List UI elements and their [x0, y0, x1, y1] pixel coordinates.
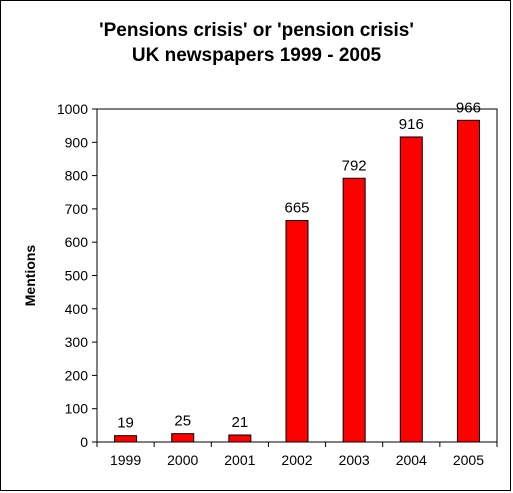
bar-2005: [456, 119, 480, 443]
y-tick-label: 500: [65, 268, 89, 284]
bar-2004: [399, 136, 423, 443]
y-tick-label: 900: [65, 134, 89, 150]
chart-title-line2: UK newspapers 1999 - 2005: [131, 45, 382, 66]
y-tick-label: 1000: [57, 101, 88, 117]
chart-title-line1: 'Pensions crisis' or 'pension crisis': [99, 20, 414, 41]
data-label-2002: 665: [284, 200, 309, 217]
bar-2003: [342, 177, 366, 443]
y-tick-label: 400: [65, 301, 89, 317]
data-label-1999: 19: [117, 415, 134, 432]
y-tick-label: 700: [65, 201, 89, 217]
x-tick-label-2004: 2004: [396, 452, 427, 468]
y-tick-label: 800: [65, 168, 89, 184]
x-tick-label-1999: 1999: [110, 452, 141, 468]
bar-2001: [228, 434, 252, 443]
bar-1999: [114, 435, 138, 443]
bar-2002: [285, 220, 309, 443]
data-label-2000: 25: [174, 413, 191, 430]
y-tick-label: 300: [65, 334, 89, 350]
data-label-2005: 966: [456, 99, 481, 116]
x-tick-label-2002: 2002: [281, 452, 312, 468]
x-tick-label-2003: 2003: [339, 452, 370, 468]
y-axis-label: Mentions: [22, 245, 38, 307]
y-tick-label: 600: [65, 234, 89, 250]
data-label-2001: 21: [232, 414, 249, 431]
y-tick-label: 200: [65, 367, 89, 383]
y-tick-label: 100: [65, 401, 89, 417]
x-tick-label-2000: 2000: [167, 452, 198, 468]
y-tick-label: 0: [80, 434, 88, 450]
x-tick-label-2001: 2001: [224, 452, 255, 468]
x-tick-label-2005: 2005: [453, 452, 484, 468]
data-label-2003: 792: [342, 157, 367, 174]
data-label-2004: 916: [399, 116, 424, 133]
bar-2000: [171, 433, 195, 443]
